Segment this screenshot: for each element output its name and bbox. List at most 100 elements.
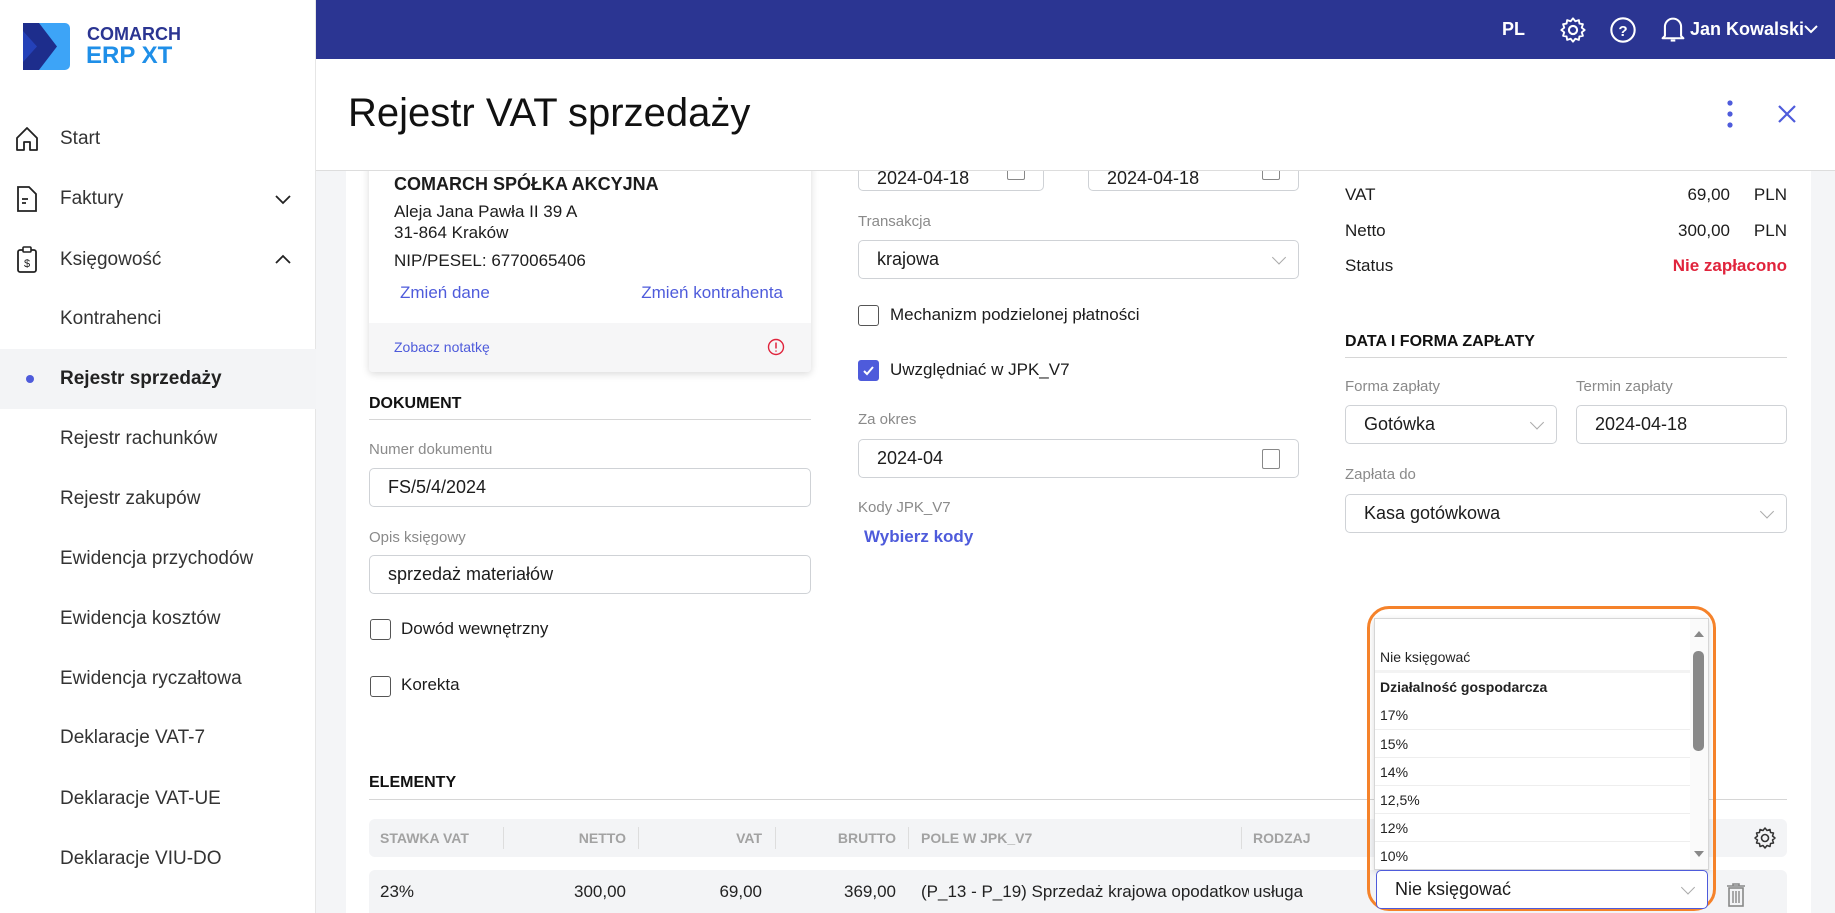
bell-icon[interactable] <box>1659 14 1687 44</box>
jpk-checkbox[interactable] <box>858 360 879 381</box>
choose-codes-link[interactable]: Wybierz kody <box>864 527 974 546</box>
transaction-label: Transakcja <box>858 213 931 230</box>
col-jpk-field[interactable]: POLE W JPK_V7 <box>921 830 1033 846</box>
col-brutto[interactable]: BRUTTO <box>837 830 896 846</box>
trash-icon[interactable] <box>1725 882 1747 908</box>
chevron-down-icon <box>1680 879 1696 895</box>
page-title: Rejestr VAT sprzedaży <box>348 91 751 135</box>
calendar-icon[interactable] <box>1262 448 1280 469</box>
sidebar-item-label: Rejestr rachunków <box>60 428 218 449</box>
user-menu[interactable]: Jan Kowalski <box>1690 19 1805 39</box>
dropdown-option[interactable]: 10% <box>1380 848 1409 864</box>
status-label: Status <box>1345 256 1394 275</box>
cell-netto: 300,00 <box>574 882 626 901</box>
col-separator[interactable] <box>638 827 639 849</box>
scroll-down-arrow-icon[interactable] <box>1694 851 1704 857</box>
sidebar-item-deklaracje-vatue[interactable]: Deklaracje VAT-UE <box>0 769 316 829</box>
chevron-down-icon <box>1759 503 1775 519</box>
period-input[interactable]: 2024-04 <box>858 439 1299 478</box>
sidebar-item-label: Kontrahenci <box>60 308 162 329</box>
cell-brutto: 369,00 <box>844 882 896 901</box>
sidebar-item-label: Deklaracje VAT-UE <box>60 788 221 809</box>
internal-checkbox[interactable] <box>370 619 391 640</box>
internal-label: Dowód wewnętrzny <box>401 619 549 638</box>
dropdown-option[interactable]: 15% <box>1375 730 1690 758</box>
sidebar-item-label: Ewidencja przychodów <box>60 548 254 569</box>
doc-number-input[interactable]: FS/5/4/2024 <box>369 468 811 507</box>
dropdown-option[interactable]: Nie księgować <box>1375 645 1690 673</box>
divider <box>1345 357 1787 358</box>
sidebar-item-ewidencja-przychodow[interactable]: Ewidencja przychodów <box>0 529 316 589</box>
contractor-street: Aleja Jana Pawła II 39 A <box>394 202 578 221</box>
correction-checkbox[interactable] <box>370 676 391 697</box>
col-rate[interactable]: STAWKA VAT <box>380 830 469 846</box>
due-date-label: Termin zapłaty <box>1576 378 1673 395</box>
transaction-select[interactable]: krajowa <box>858 240 1299 279</box>
posting-select[interactable]: Nie księgować <box>1376 870 1708 909</box>
checkmark-icon <box>863 366 874 376</box>
cell-rate: 23% <box>380 882 415 901</box>
elements-heading: ELEMENTY <box>369 774 457 791</box>
info-icon[interactable] <box>767 338 785 356</box>
col-vat[interactable]: VAT <box>736 830 762 846</box>
pay-to-value: Kasa gotówkowa <box>1364 503 1501 523</box>
col-separator[interactable] <box>775 827 776 849</box>
due-date-input[interactable]: 2024-04-18 <box>1576 405 1787 444</box>
col-separator[interactable] <box>908 827 909 849</box>
dropdown-option[interactable]: 14% <box>1375 758 1690 786</box>
gear-icon[interactable] <box>1559 16 1587 44</box>
language-switch[interactable]: PL <box>1502 19 1526 39</box>
jpk-label: Uwzględniać w JPK_V7 <box>890 360 1070 379</box>
sidebar-item-deklaracje-viudo[interactable]: Deklaracje VIU-DO <box>0 829 316 889</box>
summary-netto-value: 300,00 <box>1678 221 1730 240</box>
sidebar-item-label: Deklaracje VIU-DO <box>60 848 222 869</box>
help-icon[interactable]: ? <box>1609 16 1637 44</box>
sidebar-item-rejestr-sprzedazy[interactable]: Rejestr sprzedaży <box>0 349 316 409</box>
scrollbar[interactable] <box>1690 619 1708 869</box>
chevron-down-icon[interactable] <box>1802 20 1820 38</box>
sidebar-item-deklaracje-vat7[interactable]: Deklaracje VAT-7 <box>0 708 316 768</box>
codes-label: Kody JPK_V7 <box>858 499 951 516</box>
sidebar-item-rejestr-zakupow[interactable]: Rejestr zakupów <box>0 469 316 529</box>
col-separator[interactable] <box>503 827 504 849</box>
sidebar-item-start[interactable]: Start <box>0 109 316 169</box>
posting-dropdown-list: Nie księgować Działalność gospodarcza 17… <box>1374 618 1709 870</box>
divider <box>369 799 1787 800</box>
column-settings-gear-icon[interactable] <box>1753 826 1777 850</box>
sidebar-item-label: Ewidencja kosztów <box>60 608 221 629</box>
more-vertical-icon[interactable] <box>1724 99 1736 129</box>
dropdown-option[interactable]: 12,5% <box>1375 786 1690 814</box>
summary-vat-label: VAT <box>1345 185 1376 204</box>
col-netto[interactable]: NETTO <box>578 830 626 846</box>
doc-number-label: Numer dokumentu <box>369 441 493 458</box>
close-icon[interactable] <box>1777 104 1797 124</box>
sidebar-item-ksiegowosc[interactable]: $ Księgowość <box>0 230 316 290</box>
top-bar: PL ? Jan Kowalski <box>316 0 1835 59</box>
clipboard-dollar-icon: $ <box>17 246 37 273</box>
scroll-up-arrow-icon[interactable] <box>1694 631 1704 637</box>
scrollbar-thumb[interactable] <box>1693 651 1704 751</box>
card-footer: Zobacz notatkę <box>369 323 811 372</box>
split-payment-checkbox[interactable] <box>858 305 879 326</box>
summary-vat-value: 69,00 <box>1687 185 1730 204</box>
pay-to-label: Zapłata do <box>1345 466 1416 483</box>
col-type[interactable]: RODZAJ <box>1253 830 1311 846</box>
col-separator[interactable] <box>1241 827 1242 849</box>
sidebar-item-ewidencja-kosztow[interactable]: Ewidencja kosztów <box>0 589 316 649</box>
sidebar-item-ewidencja-ryczaltowa[interactable]: Ewidencja ryczałtowa <box>0 649 316 709</box>
sidebar-item-rejestr-rachunkow[interactable]: Rejestr rachunków <box>0 409 316 469</box>
dropdown-option[interactable]: 12% <box>1375 814 1690 842</box>
desc-input[interactable]: sprzedaż materiałów <box>369 555 811 594</box>
dropdown-option[interactable]: 17% <box>1375 703 1690 730</box>
summary-vat-currency: PLN <box>1753 185 1787 204</box>
see-note-link[interactable]: Zobacz notatkę <box>394 339 490 355</box>
sidebar-item-kontrahenci[interactable]: Kontrahenci <box>0 289 316 349</box>
issue-date-value: 2024-04-18 <box>877 167 970 188</box>
chevron-up-icon <box>275 254 291 264</box>
correction-label: Korekta <box>401 675 460 694</box>
change-data-link[interactable]: Zmień dane <box>400 283 490 302</box>
payment-form-select[interactable]: Gotówka <box>1345 405 1557 444</box>
sidebar-item-faktury[interactable]: Faktury <box>0 169 316 229</box>
change-contractor-link[interactable]: Zmień kontrahenta <box>641 283 783 302</box>
pay-to-select[interactable]: Kasa gotówkowa <box>1345 494 1787 533</box>
